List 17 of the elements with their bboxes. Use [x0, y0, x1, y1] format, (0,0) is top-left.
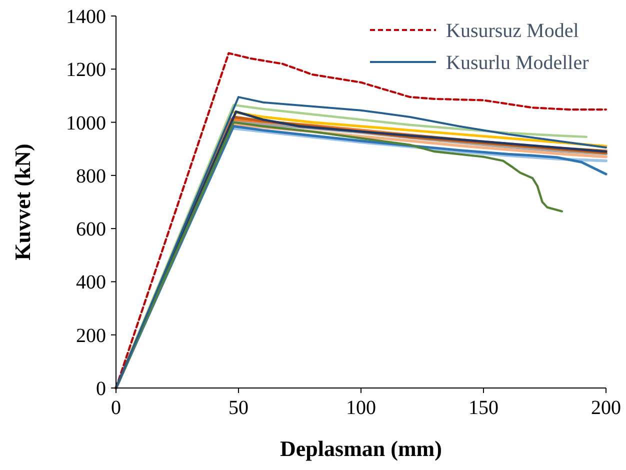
y-axis-title: Kuvvet (kN): [10, 144, 35, 260]
y-tick-label: 1000: [66, 112, 106, 134]
legend-label: Kusursuz Model: [446, 20, 580, 42]
y-tick-label: 1400: [66, 6, 106, 28]
y-tick-label: 600: [76, 218, 106, 241]
x-axis-title: Deplasman (mm): [280, 436, 442, 461]
x-tick-label: 50: [228, 397, 248, 419]
y-tick-label: 200: [76, 324, 106, 347]
x-tick-label: 150: [468, 397, 498, 419]
y-tick-label: 800: [76, 165, 106, 188]
x-tick-label: 0: [111, 397, 121, 419]
x-tick-label: 200: [591, 397, 621, 419]
legend-label: Kusurlu Modeller: [446, 52, 590, 74]
y-tick-label: 1200: [66, 59, 106, 82]
y-tick-label: 400: [76, 272, 106, 294]
x-tick-label: 100: [346, 397, 376, 419]
y-tick-label: 0: [96, 378, 106, 400]
